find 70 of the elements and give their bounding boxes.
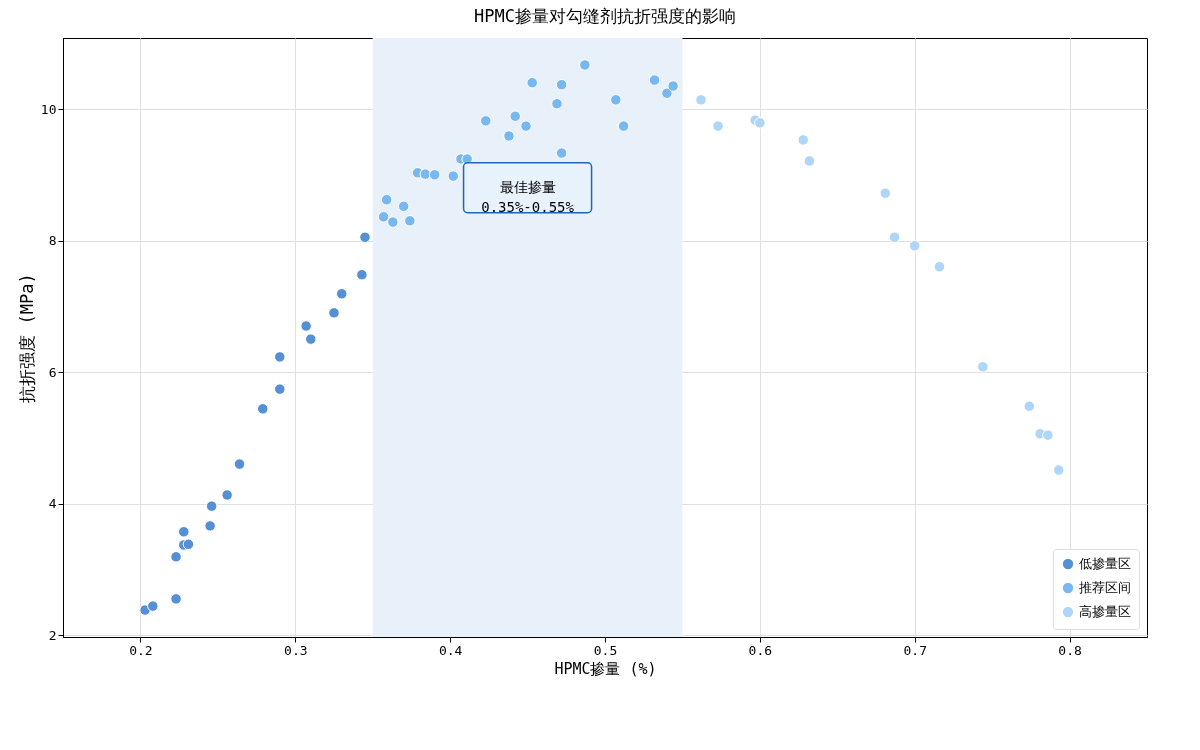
y-axis-title: 抗折强度 (MPa): [16, 273, 37, 403]
point: [356, 268, 368, 281]
legend-label: 高掺量区: [1079, 604, 1131, 619]
y-tick-label: 6: [48, 364, 57, 380]
point: [1042, 429, 1054, 441]
x-tick-label: 0.8: [1058, 642, 1082, 658]
point: [205, 500, 218, 512]
x-axis-title: HPMC掺量 (%): [554, 659, 657, 678]
x-tick-label: 0.4: [438, 642, 463, 658]
point: [377, 211, 390, 223]
point: [797, 134, 809, 146]
point: [695, 94, 707, 106]
point: [147, 600, 159, 612]
legend-label: 低掺量区: [1079, 556, 1131, 571]
x-tick-label: 0.2: [129, 642, 153, 658]
legend-label: 推荐区间: [1079, 580, 1131, 595]
point: [233, 458, 246, 470]
point: [221, 489, 233, 501]
point: [509, 110, 521, 122]
point: [305, 333, 317, 345]
point: [551, 98, 563, 110]
point: [977, 361, 989, 373]
point: [257, 403, 269, 415]
point: [336, 288, 348, 300]
point: [404, 215, 416, 227]
y-tick-label: 4: [48, 496, 57, 512]
y-tick-label: 2: [48, 627, 57, 643]
point: [359, 231, 371, 243]
point: [178, 526, 190, 538]
band-label: 最佳掺量 0.35%-0.55%: [481, 178, 575, 215]
point: [526, 76, 538, 89]
x-tick-label: 0.6: [748, 642, 773, 658]
x-tick-label: 0.5: [593, 642, 618, 658]
point: [888, 231, 901, 243]
point: [182, 538, 195, 551]
point: [520, 120, 532, 132]
point: [933, 261, 946, 273]
point: [300, 320, 312, 332]
point: [480, 115, 492, 127]
point: [503, 130, 515, 142]
point: [555, 147, 568, 159]
point: [555, 78, 568, 91]
point: [447, 170, 459, 182]
x-tick-label: 0.7: [903, 642, 927, 658]
point: [204, 520, 216, 532]
point: [328, 307, 340, 319]
point: [667, 80, 679, 92]
point: [879, 187, 892, 199]
point: [274, 351, 286, 363]
point: [579, 59, 591, 71]
y-tick-label: 10: [40, 101, 57, 117]
y-tick-label: 8: [48, 233, 57, 249]
point: [387, 216, 399, 228]
point: [170, 593, 182, 605]
point: [380, 194, 393, 206]
point: [274, 383, 286, 395]
x-tick-label: 0.3: [284, 642, 308, 658]
point: [1023, 400, 1036, 412]
point: [617, 120, 630, 132]
point: [754, 117, 766, 129]
point: [397, 200, 410, 213]
point: [170, 551, 182, 563]
point: [139, 604, 151, 616]
point: [428, 169, 441, 181]
point: [648, 74, 661, 86]
point: [712, 120, 724, 132]
point: [908, 240, 921, 252]
point: [610, 94, 622, 106]
chart-title: HPMC掺量对勾缝剂抗折强度的影响: [474, 6, 736, 26]
point: [661, 87, 673, 99]
